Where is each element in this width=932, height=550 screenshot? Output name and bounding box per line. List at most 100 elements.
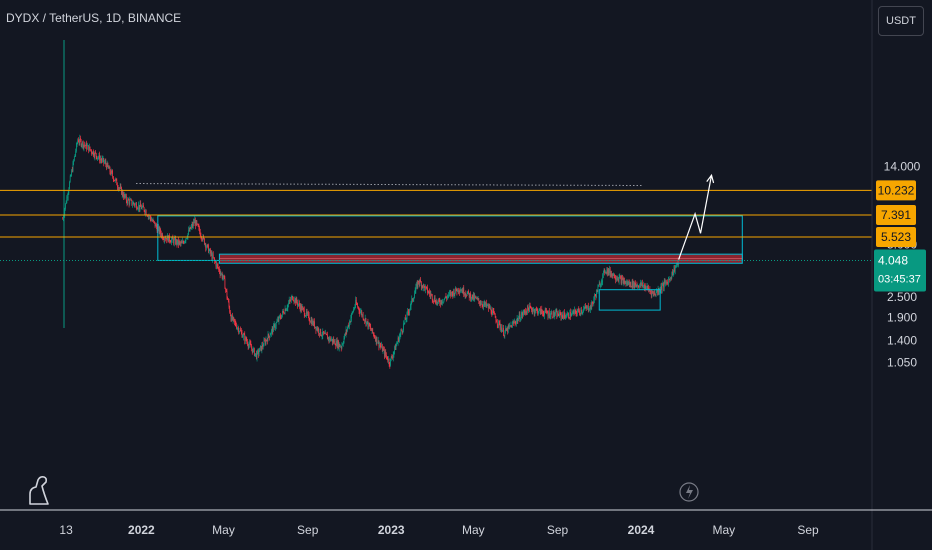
candle-body — [277, 319, 279, 321]
candle-body — [389, 363, 391, 366]
candle-body — [484, 302, 486, 305]
candle-body — [486, 305, 488, 306]
candle-body — [628, 281, 630, 285]
candle-body — [271, 330, 272, 334]
candle-body — [410, 306, 411, 310]
candle-body — [84, 144, 85, 146]
candle-body — [537, 309, 539, 314]
candle-body — [214, 260, 216, 263]
candle-body — [208, 245, 209, 253]
candle-body — [147, 215, 149, 217]
candle-body — [150, 218, 152, 221]
candle-body — [110, 171, 111, 175]
candle-body — [455, 287, 456, 293]
candle-body — [432, 299, 434, 301]
candle-body — [63, 214, 65, 218]
candle-body — [447, 295, 449, 297]
symbol-title: DYDX / TetherUS, 1D, BINANCE — [6, 11, 182, 25]
candle-body — [419, 280, 421, 284]
candle-body — [211, 253, 213, 259]
x-tick-label-3: Sep — [297, 523, 319, 537]
candle-body — [79, 138, 81, 143]
candle-body — [643, 284, 645, 286]
candle-body — [268, 334, 270, 336]
candle-body — [524, 310, 526, 312]
candle-body — [462, 290, 463, 293]
candle-body — [635, 283, 636, 286]
candle-body — [556, 311, 558, 318]
candle-body — [397, 337, 399, 343]
candle-body — [540, 309, 542, 314]
candle-body — [349, 321, 350, 327]
candle-body — [631, 286, 632, 287]
candle-body — [277, 319, 278, 322]
candle-body — [605, 271, 607, 273]
x-tick-label-0: 13 — [59, 523, 73, 537]
candle-body — [665, 281, 667, 283]
candle-body — [442, 302, 443, 303]
candle-body — [78, 140, 79, 143]
candle-body — [600, 281, 602, 285]
candle-body — [564, 312, 565, 316]
candle-body — [223, 275, 225, 279]
candle-body — [424, 286, 426, 291]
candle-body — [181, 242, 183, 244]
candle-body — [466, 292, 468, 296]
candle-body — [93, 155, 95, 157]
candle-body — [469, 293, 471, 298]
candle-body — [590, 305, 591, 310]
candle-body — [526, 311, 528, 313]
candle-body — [420, 280, 421, 283]
candle-body — [626, 283, 627, 285]
candle-body — [520, 315, 522, 320]
candle-body — [286, 309, 287, 311]
candle-body — [428, 291, 430, 293]
currency-button[interactable]: USDT — [878, 6, 924, 36]
candle-body — [598, 284, 599, 287]
candle-body — [154, 221, 155, 223]
candle-body — [492, 310, 493, 316]
candle-body — [431, 294, 432, 296]
candle-body — [310, 319, 312, 323]
candle-body — [215, 262, 217, 267]
candle-body — [331, 339, 333, 340]
candle-body — [501, 327, 502, 332]
candle-body — [624, 280, 625, 284]
candle-body — [550, 313, 552, 317]
candle-body — [156, 224, 157, 227]
candle-body — [300, 305, 302, 310]
candle-body — [488, 304, 489, 309]
candle-body — [545, 309, 547, 311]
candle-body — [327, 337, 329, 340]
candle-body — [69, 181, 70, 189]
candle-body — [475, 297, 477, 299]
candle-body — [270, 333, 272, 336]
candle-body — [282, 311, 283, 315]
candle-body — [612, 273, 614, 276]
candle-body — [672, 271, 673, 276]
candle-body — [642, 282, 643, 287]
candle-body — [492, 310, 494, 312]
candle-body — [251, 347, 252, 349]
candle-body — [456, 290, 458, 292]
candle-body — [574, 309, 575, 314]
candle-body — [333, 339, 335, 343]
candle-body — [118, 187, 120, 189]
candle-body — [206, 246, 207, 248]
candle-body — [243, 334, 245, 336]
y-tick-label-4: 1.400 — [887, 334, 917, 348]
candle-body — [479, 301, 480, 304]
candle-body — [578, 309, 580, 311]
candle-body — [207, 244, 209, 246]
candle-body — [666, 281, 668, 283]
candle-body — [117, 185, 118, 188]
candle-body — [648, 287, 649, 290]
candle-body — [237, 327, 239, 329]
candle-body — [483, 303, 484, 307]
candle-body — [657, 289, 659, 293]
candle-body — [391, 357, 393, 358]
y-tick-label-2: 2.500 — [887, 290, 917, 304]
